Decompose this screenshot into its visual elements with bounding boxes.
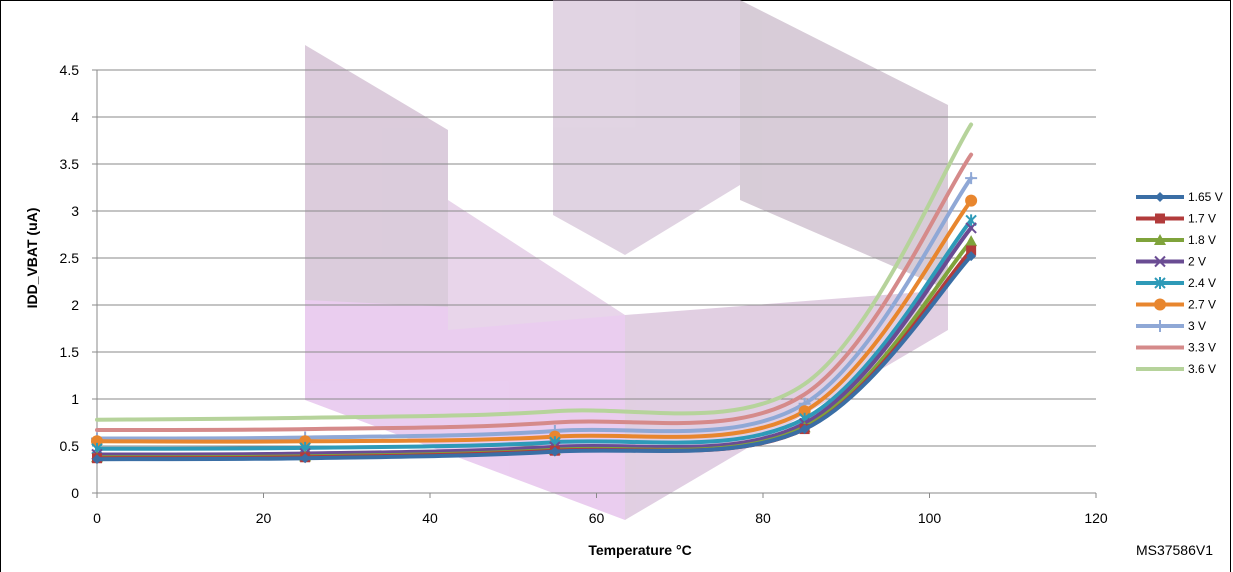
data-point — [966, 245, 977, 256]
legend-marker — [1154, 277, 1166, 289]
legend-label: 2 V — [1188, 255, 1206, 269]
x-axis-title: Temperature °C — [588, 542, 691, 558]
legend-label: 1.8 V — [1188, 233, 1216, 247]
series-line — [95, 122, 974, 422]
legend-item: 1.65 V — [1136, 190, 1223, 204]
legend-marker — [1158, 367, 1162, 371]
data-point — [965, 172, 978, 185]
series-3-6V — [95, 122, 974, 422]
legend-marker — [1155, 192, 1165, 202]
data-point — [300, 453, 311, 464]
series-line — [95, 176, 974, 441]
legend-label: 3 V — [1188, 319, 1206, 333]
x-tick-label-6: 120 — [1084, 510, 1108, 526]
data-point — [91, 435, 103, 448]
data-point — [303, 427, 307, 431]
series-line — [95, 152, 974, 432]
y-tick-label-9: 4.5 — [60, 62, 80, 78]
legend-item: 1.8 V — [1136, 233, 1216, 247]
y-tick-label-2: 1 — [71, 391, 79, 407]
legend-item: 3.3 V — [1136, 341, 1216, 355]
data-point — [95, 418, 99, 422]
data-point — [798, 405, 811, 418]
y-tick-label-6: 3 — [71, 203, 79, 219]
data-point — [553, 409, 557, 413]
legend-marker — [1154, 255, 1166, 268]
data-point — [969, 153, 973, 157]
y-tick-labels: 0 0.5 1 1.5 2 2.5 3 3.5 4 4.5 — [60, 62, 80, 501]
y-tick-label-7: 3.5 — [60, 156, 80, 172]
legend-marker — [1154, 320, 1166, 332]
data-point — [553, 421, 557, 424]
data-point — [965, 222, 977, 234]
x-tick-label-3: 60 — [589, 510, 605, 526]
x-tick-label-5: 100 — [918, 510, 942, 526]
series-3-3V — [95, 152, 974, 432]
legend-marker — [1154, 234, 1166, 245]
series-line — [95, 225, 974, 457]
y-tick-label-0: 0 — [71, 485, 79, 501]
data-point — [966, 251, 977, 262]
legend-label: 1.65 V — [1188, 190, 1223, 204]
legend-item: 2.7 V — [1136, 298, 1216, 312]
legend-marker — [1155, 213, 1165, 224]
data-point — [549, 446, 560, 457]
legend-marker — [1154, 298, 1166, 311]
y-axis-title: IDD_VBAT (uA) — [24, 208, 40, 309]
legend-label: 3.6 V — [1188, 362, 1216, 376]
data-point — [95, 428, 99, 432]
legend-label: 2.7 V — [1188, 298, 1216, 312]
data-point — [92, 454, 102, 465]
data-point — [965, 194, 978, 207]
reference-code: MS37586V1 — [1136, 542, 1213, 558]
data-point — [803, 392, 807, 396]
legend: 1.65 V 1.7 V 1.8 V 2 V 2.4 V 2.7 V 3 V 3.3 V 3.6… — [1136, 190, 1223, 376]
data-point — [969, 123, 973, 127]
x-tick-label-1: 20 — [256, 510, 272, 526]
legend-item: 2 V — [1136, 255, 1206, 269]
series-line — [95, 198, 974, 444]
x-tick-label-2: 40 — [422, 510, 438, 526]
legend-label: 1.7 V — [1188, 212, 1216, 226]
data-point — [965, 235, 978, 247]
data-point — [803, 382, 807, 386]
legend-label: 3.3 V — [1188, 341, 1216, 355]
legend-item: 3.6 V — [1136, 362, 1216, 376]
legend-item: 3 V — [1136, 319, 1206, 333]
legend-item: 2.4 V — [1136, 276, 1216, 290]
legend-item: 1.7 V — [1136, 212, 1216, 226]
y-tick-label-8: 4 — [71, 109, 79, 125]
data-point — [303, 416, 307, 420]
y-tick-label-5: 2.5 — [60, 250, 80, 266]
y-tick-label-3: 1.5 — [60, 344, 80, 360]
legend-marker — [1158, 346, 1162, 349]
series-line — [95, 218, 974, 451]
x-tick-labels: 0 20 40 60 80 100 120 — [93, 510, 1108, 526]
series-1-65V — [92, 251, 977, 465]
watermark-logo — [305, 0, 948, 520]
legend-label: 2.4 V — [1188, 276, 1216, 290]
x-tick-label-0: 0 — [93, 510, 101, 526]
data-point — [799, 424, 810, 435]
y-tick-label-4: 2 — [71, 297, 79, 313]
y-tick-label-1: 0.5 — [60, 438, 80, 454]
series-lines — [91, 122, 978, 465]
x-tick-label-4: 80 — [755, 510, 771, 526]
